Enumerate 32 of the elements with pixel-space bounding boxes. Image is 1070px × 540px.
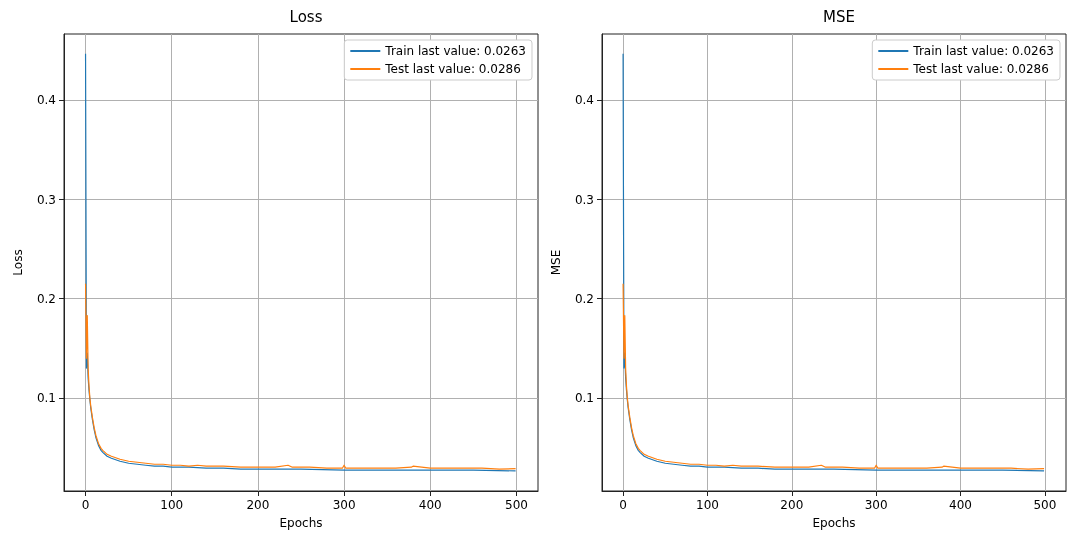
y-tick-label: 0.3: [574, 192, 594, 207]
y-tick-label: 0.4: [574, 93, 594, 108]
y-axis-title: Loss: [11, 249, 25, 276]
y-tick-label: 0.2: [36, 291, 56, 306]
line-series: [84, 283, 517, 470]
y-tick-label: 0.1: [574, 390, 594, 405]
legend-label: Test last value: 0.0286: [384, 62, 521, 76]
x-tick-label: 0: [619, 498, 627, 512]
y-tick-label: 0.2: [574, 291, 594, 306]
y-tick-label: 0.4: [36, 93, 56, 108]
legend-label: Train last value: 0.0263: [912, 44, 1055, 58]
x-tick-label: 500: [1033, 498, 1057, 512]
x-axis-title: Epochs: [279, 516, 323, 530]
x-tick-label: 300: [332, 498, 356, 512]
y-axis-title: MSE: [549, 249, 563, 276]
x-tick-label: 500: [505, 498, 528, 512]
chart-title: Loss: [289, 7, 323, 26]
y-tick-label: 0.1: [36, 390, 56, 405]
line-series: [622, 283, 1045, 470]
x-tick-label: 200: [780, 498, 804, 512]
x-tick-label: 100: [696, 498, 719, 512]
x-tick-label: 0: [81, 498, 90, 512]
x-tick-label: 400: [949, 498, 972, 512]
x-tick-label: 100: [160, 498, 184, 512]
legend-label: Test last value: 0.0286: [912, 62, 1049, 76]
x-tick-label: 400: [418, 498, 442, 512]
x-tick-label: 300: [864, 498, 888, 512]
legend-label: Train last value: 0.0263: [384, 44, 527, 58]
x-axis-title: Epochs: [812, 516, 856, 530]
chart-title: MSE: [823, 7, 855, 26]
y-tick-label: 0.3: [36, 192, 56, 207]
x-tick-label: 200: [246, 498, 270, 512]
